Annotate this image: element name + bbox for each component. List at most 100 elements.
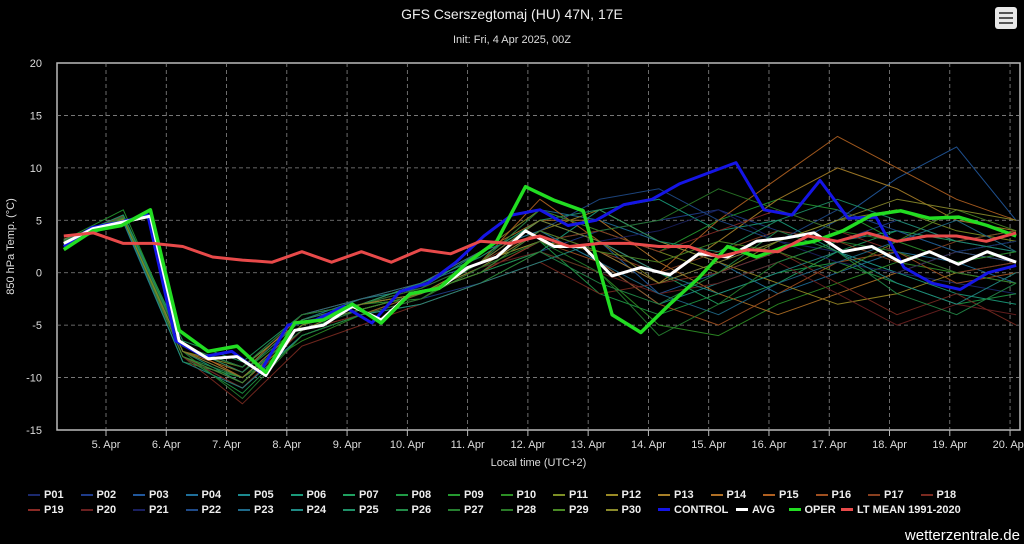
x-tick-label: 20. Apr [993, 439, 1024, 451]
series-line-avg [63, 214, 1017, 377]
legend-label: P17 [884, 489, 904, 502]
legend-item-p06[interactable]: P06 [290, 488, 344, 503]
legend-item-p18[interactable]: P18 [920, 488, 974, 503]
legend-label: P25 [359, 503, 379, 516]
legend-swatch [710, 494, 723, 497]
legend-label: P22 [201, 503, 222, 516]
y-tick-label: 15 [30, 110, 42, 122]
legend-label: P16 [831, 489, 852, 502]
legend-label: P05 [254, 489, 274, 502]
x-axis-label: Local time (UTC+2) [491, 457, 587, 469]
legend-label: AVG [752, 503, 776, 516]
plot-border [56, 62, 1021, 431]
legend-swatch [343, 508, 355, 511]
legend-swatch [395, 494, 408, 497]
y-tick-label: 20 [30, 58, 42, 70]
legend-label: P04 [201, 489, 222, 502]
legend-item-avg[interactable]: AVG [736, 503, 789, 518]
y-axis-label: 850 hPa Temp. (°C) [5, 198, 17, 295]
legend-item-p04[interactable]: P04 [185, 488, 239, 503]
y-tick-label: 5 [36, 215, 42, 227]
legend-item-p26[interactable]: P26 [395, 503, 449, 518]
legend-item-p28[interactable]: P28 [500, 503, 554, 518]
y-tick-label: 0 [36, 268, 42, 280]
legend-item-p12[interactable]: P12 [605, 488, 659, 503]
legend-item-p07[interactable]: P07 [343, 488, 396, 503]
legend-label: P30 [621, 503, 642, 516]
legend-swatch [290, 508, 303, 511]
legend-item-p25[interactable]: P25 [343, 503, 396, 518]
legend-item-p08[interactable]: P08 [395, 488, 449, 503]
legend-label: P14 [726, 489, 747, 502]
legend-swatch [448, 494, 460, 497]
x-tick-label: 6. Apr [152, 439, 181, 451]
legend-swatch [290, 494, 303, 497]
legend-label: OPER [804, 503, 836, 516]
legend-swatch [553, 508, 565, 511]
chart-subtitle: Init: Fri, 4 Apr 2025, 00Z [452, 34, 571, 46]
legend-label: P02 [96, 489, 117, 502]
legend-label: P20 [96, 503, 117, 516]
y-tick-label: -15 [26, 425, 42, 437]
legend-label: P06 [306, 489, 327, 502]
legend-label: P28 [516, 503, 537, 516]
legend-item-p20[interactable]: P20 [80, 503, 134, 518]
legend-item-p11[interactable]: P11 [553, 488, 606, 503]
legend-item-p03[interactable]: P03 [133, 488, 186, 503]
legend-item-p14[interactable]: P14 [710, 488, 764, 503]
legend-swatch [500, 494, 513, 497]
x-tick-label: 17. Apr [812, 439, 847, 451]
legend-item-p29[interactable]: P29 [553, 503, 606, 518]
legend-swatch [185, 494, 198, 497]
legend: P01 P02 P03 P04 P05 P06 P07 P08 P09 P10 P11 P12 P13 P… [28, 488, 1018, 517]
legend-swatch [788, 508, 801, 512]
legend-swatch [736, 508, 748, 512]
legend-swatch [553, 494, 565, 497]
legend-item-p30[interactable]: P30 [605, 503, 659, 518]
legend-item-lt-mean-1991-2020[interactable]: LT MEAN 1991-2020 [841, 503, 981, 518]
legend-item-p13[interactable]: P13 [658, 488, 711, 503]
legend-item-oper[interactable]: OPER [788, 503, 842, 518]
y-tick-label: -5 [32, 320, 42, 332]
legend-item-p21[interactable]: P21 [133, 503, 186, 518]
y-tick-label: -10 [26, 373, 42, 385]
legend-item-p02[interactable]: P02 [80, 488, 134, 503]
legend-swatch [868, 494, 880, 497]
legend-swatch [395, 508, 408, 511]
legend-item-p15[interactable]: P15 [763, 488, 816, 503]
legend-item-p10[interactable]: P10 [500, 488, 554, 503]
legend-item-p05[interactable]: P05 [238, 488, 291, 503]
legend-item-p16[interactable]: P16 [815, 488, 869, 503]
legend-item-p22[interactable]: P22 [185, 503, 239, 518]
series-line-p30 [63, 198, 1017, 379]
legend-item-p27[interactable]: P27 [448, 503, 501, 518]
legend-label: P19 [44, 503, 64, 516]
x-tick-label: 5. Apr [92, 439, 121, 451]
legend-item-p17[interactable]: P17 [868, 488, 921, 503]
legend-label: P03 [149, 489, 169, 502]
x-tick-label: 8. Apr [272, 439, 301, 451]
x-tick-label: 14. Apr [631, 439, 666, 451]
series-line-p29 [63, 209, 1017, 384]
legend-label: P11 [569, 489, 588, 502]
legend-label: P09 [464, 489, 484, 502]
legend-label: P13 [674, 489, 694, 502]
legend-item-p19[interactable]: P19 [28, 503, 81, 518]
legend-swatch [343, 494, 355, 497]
legend-label: P10 [516, 489, 537, 502]
legend-label: P07 [359, 489, 379, 502]
series-line-p27 [63, 216, 1017, 399]
x-tick-label: 12. Apr [510, 439, 545, 451]
legend-swatch [815, 494, 828, 497]
hamburger-menu-icon[interactable] [995, 7, 1017, 29]
legend-label: CONTROL [674, 503, 729, 516]
legend-swatch [238, 494, 250, 497]
legend-item-p09[interactable]: P09 [448, 488, 501, 503]
legend-label: P18 [936, 489, 957, 502]
legend-item-control[interactable]: CONTROL [658, 503, 736, 518]
legend-item-p01[interactable]: P01 [28, 488, 81, 503]
legend-item-p23[interactable]: P23 [238, 503, 291, 518]
series-line-p25 [63, 198, 1017, 373]
legend-item-p24[interactable]: P24 [290, 503, 344, 518]
